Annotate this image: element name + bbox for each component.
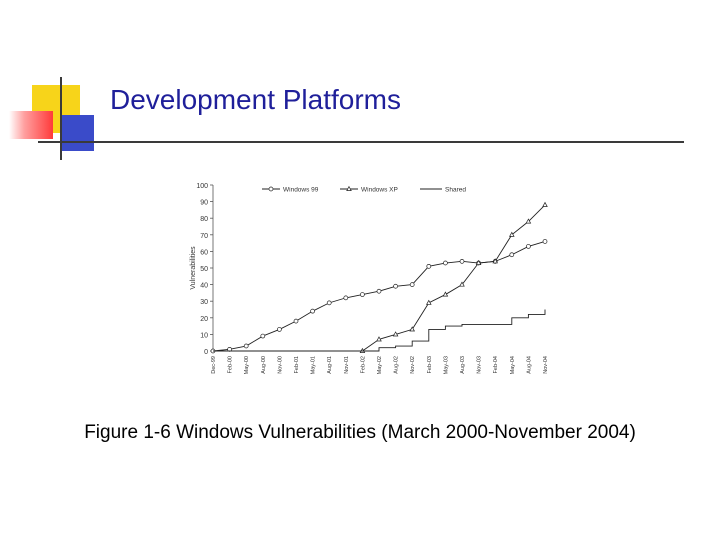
data-point-triangle	[409, 326, 415, 332]
data-point-circle	[376, 288, 382, 294]
data-point-triangle	[442, 291, 449, 297]
y-tick-label: 100	[196, 183, 208, 190]
data-point-triangle	[525, 218, 532, 224]
title-underline-rule	[38, 141, 684, 143]
x-tick-label: Dec-99	[211, 356, 217, 374]
data-point-triangle	[509, 231, 515, 237]
y-tick-label: 40	[200, 283, 208, 290]
data-point-circle	[509, 252, 515, 258]
data-point-triangle	[542, 201, 548, 207]
x-tick-label: May-01	[311, 356, 317, 374]
x-tick-label: Nov-02	[410, 356, 416, 374]
x-tick-label: May-02	[377, 356, 383, 374]
x-tick-label: Nov-03	[477, 356, 483, 374]
data-point-circle	[526, 244, 531, 249]
data-point-circle	[426, 263, 432, 269]
x-tick-label: May-04	[510, 356, 516, 374]
x-tick-label: Aug-00	[261, 356, 267, 374]
x-tick-label: Aug-01	[327, 356, 333, 374]
legend-label: Windows XP	[361, 187, 398, 194]
y-axis-label: Vulnerabilities	[190, 246, 197, 290]
data-point-circle	[293, 318, 299, 324]
y-tick-label: 0	[204, 349, 208, 356]
data-point-circle	[260, 333, 266, 339]
x-tick-label: Aug-03	[460, 356, 466, 374]
legend-label: Shared	[445, 187, 466, 194]
accent-bar-red	[9, 111, 53, 139]
data-point-triangle	[392, 331, 399, 337]
y-tick-label: 10	[200, 332, 208, 339]
vertical-rule	[60, 77, 62, 160]
series-line-windows-xp	[362, 204, 546, 352]
legend-marker-triangle	[346, 185, 352, 191]
data-point-circle	[310, 308, 315, 314]
y-tick-label: 20	[200, 316, 208, 323]
x-tick-label: May-03	[443, 356, 449, 374]
y-tick-label: 70	[200, 233, 208, 240]
data-point-triangle	[492, 258, 498, 264]
data-point-circle	[277, 327, 282, 332]
legend-label: Windows 99	[283, 187, 319, 194]
data-point-circle	[326, 300, 332, 306]
legend-marker-circle	[268, 186, 274, 192]
x-tick-label: Feb-00	[228, 356, 234, 373]
data-point-circle	[243, 343, 249, 349]
data-point-circle	[393, 283, 398, 289]
x-tick-label: Feb-04	[493, 356, 499, 373]
data-point-circle	[443, 260, 448, 266]
x-tick-label: Nov-04	[543, 356, 549, 374]
x-tick-label: Nov-01	[344, 356, 350, 374]
data-point-circle	[360, 292, 365, 297]
y-tick-label: 90	[200, 200, 208, 207]
y-tick-label: 50	[200, 266, 208, 273]
data-point-triangle	[426, 299, 432, 305]
x-tick-label: Aug-04	[526, 356, 532, 374]
y-tick-label: 80	[200, 216, 208, 223]
series-line-shared	[213, 309, 546, 352]
y-tick-label: 30	[200, 299, 208, 306]
x-tick-label: Aug-02	[394, 356, 400, 374]
data-point-triangle	[475, 259, 482, 265]
data-point-circle	[409, 282, 415, 287]
data-point-circle	[542, 239, 548, 244]
x-tick-label: Feb-02	[360, 356, 366, 373]
data-point-circle	[459, 259, 465, 264]
y-tick-label: 60	[200, 249, 208, 256]
figure-caption: Figure 1-6 Windows Vulnerabilities (Marc…	[84, 422, 636, 443]
x-tick-label: Nov-00	[277, 356, 283, 374]
accent-square-blue	[62, 115, 94, 151]
slide-title: Development Platforms	[110, 84, 402, 115]
data-point-triangle	[376, 336, 382, 342]
data-point-circle	[343, 295, 349, 301]
x-tick-label: Feb-01	[294, 356, 300, 373]
x-tick-label: Feb-03	[427, 356, 433, 373]
data-point-triangle	[459, 281, 465, 287]
x-tick-label: May-00	[244, 356, 250, 374]
